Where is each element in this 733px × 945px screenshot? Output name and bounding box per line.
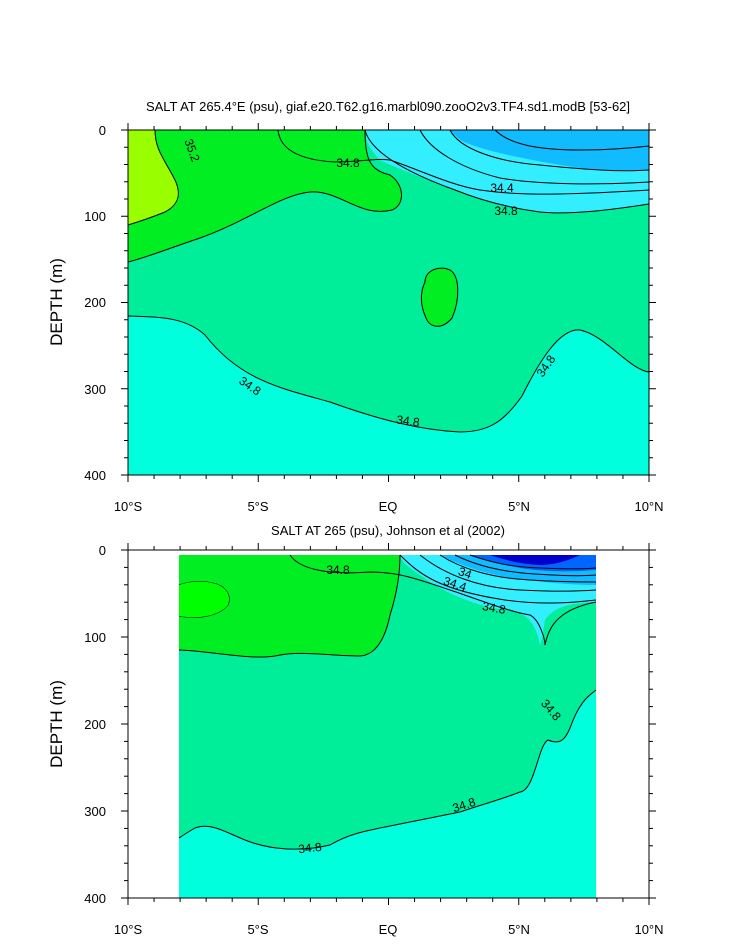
- contour-34.0: [454, 554, 597, 577]
- contour-34.8-surface: [364, 129, 650, 214]
- y-tick-label: 300: [84, 804, 106, 819]
- contour-label: 34.4: [490, 181, 514, 195]
- panel-bottom: SALT AT 265 (psu), Johnson et al (2002) …: [47, 523, 664, 937]
- x-tick-label: 5°N: [508, 922, 530, 937]
- x-tick-label: 10°N: [634, 922, 663, 937]
- fill-fresher-surface: [450, 130, 649, 171]
- fill-salty-wedge: [128, 130, 402, 262]
- fill-deep-fresh: [490, 555, 580, 565]
- panel-top-plot: 35.2 34.8 34.4 34.8 34.8 34.8 34.8: [127, 129, 650, 476]
- y-tick-label: 200: [84, 717, 106, 732]
- contour-label-bg: [182, 137, 203, 163]
- fill-blob: [421, 268, 458, 327]
- contour-35.2: [127, 129, 179, 226]
- fill-salty-core: [179, 581, 230, 618]
- panel-bottom-ticks: [121, 543, 656, 905]
- y-tick-label: 300: [84, 382, 106, 397]
- x-tick-label: 5°N: [508, 499, 530, 514]
- panel-bottom-plot: 34.8 34 34.4 34.8 34.8 34.8 34.8: [127, 549, 650, 899]
- x-tick-label: EQ: [379, 499, 398, 514]
- y-tick-label: 100: [84, 630, 106, 645]
- contour-label: 34.8: [395, 412, 420, 429]
- panel-top-ticks: [121, 123, 656, 482]
- contour-34.6: [399, 554, 597, 604]
- contour-label: 34.8: [298, 840, 323, 856]
- y-tick-label: 100: [84, 209, 106, 224]
- x-tick-label: 5°S: [247, 499, 268, 514]
- x-tick-label: 10°S: [114, 922, 143, 937]
- contour-34.8-upper: [289, 554, 597, 646]
- y-tick-label: 400: [84, 468, 106, 483]
- contour-34.4: [419, 554, 597, 592]
- panel-bottom-title: SALT AT 265 (psu), Johnson et al (2002): [271, 523, 505, 538]
- panel-top-title: SALT AT 265.4°E (psu), giaf.e20.T62.g16.…: [146, 99, 630, 114]
- contour-34.8-deep: [127, 315, 650, 433]
- panel-bottom-ylabel: DEPTH (m): [47, 680, 66, 768]
- panel-top-ylabel: DEPTH (m): [47, 258, 66, 346]
- x-tick-label: 10°N: [634, 499, 663, 514]
- contour-label: 34: [456, 564, 474, 582]
- contour-34.8-deep: [178, 689, 597, 850]
- x-tick-label: EQ: [379, 922, 398, 937]
- contour-label: 34.8: [481, 599, 507, 617]
- contour-label: 34.8: [326, 563, 350, 577]
- x-tick-label: 5°S: [247, 922, 268, 937]
- contour-label: 34.8: [451, 795, 478, 816]
- contour-label: 34.8: [336, 156, 360, 170]
- contour-34.6: [419, 129, 650, 185]
- fill-salty-core: [128, 130, 179, 225]
- contour-35.0: [127, 129, 402, 263]
- fill-salty-wedge: [179, 555, 400, 658]
- contour-33.8: [469, 554, 597, 570]
- contour-35.0: [178, 554, 401, 658]
- panel-top: SALT AT 265.4°E (psu), giaf.e20.T62.g16.…: [47, 99, 664, 514]
- y-tick-label: 0: [99, 543, 106, 558]
- y-tick-label: 0: [99, 123, 106, 138]
- contour-34.8-upper: [277, 129, 650, 195]
- x-tick-label: 10°S: [114, 499, 143, 514]
- y-tick-label: 200: [84, 295, 106, 310]
- contour-label: 34.8: [494, 204, 518, 218]
- contour-34.2: [494, 129, 650, 151]
- contour-blob: [420, 267, 459, 327]
- contour-label: 34.4: [442, 574, 469, 595]
- contour-34.4: [449, 129, 650, 172]
- contour-34.2: [439, 554, 597, 583]
- y-tick-label: 400: [84, 891, 106, 906]
